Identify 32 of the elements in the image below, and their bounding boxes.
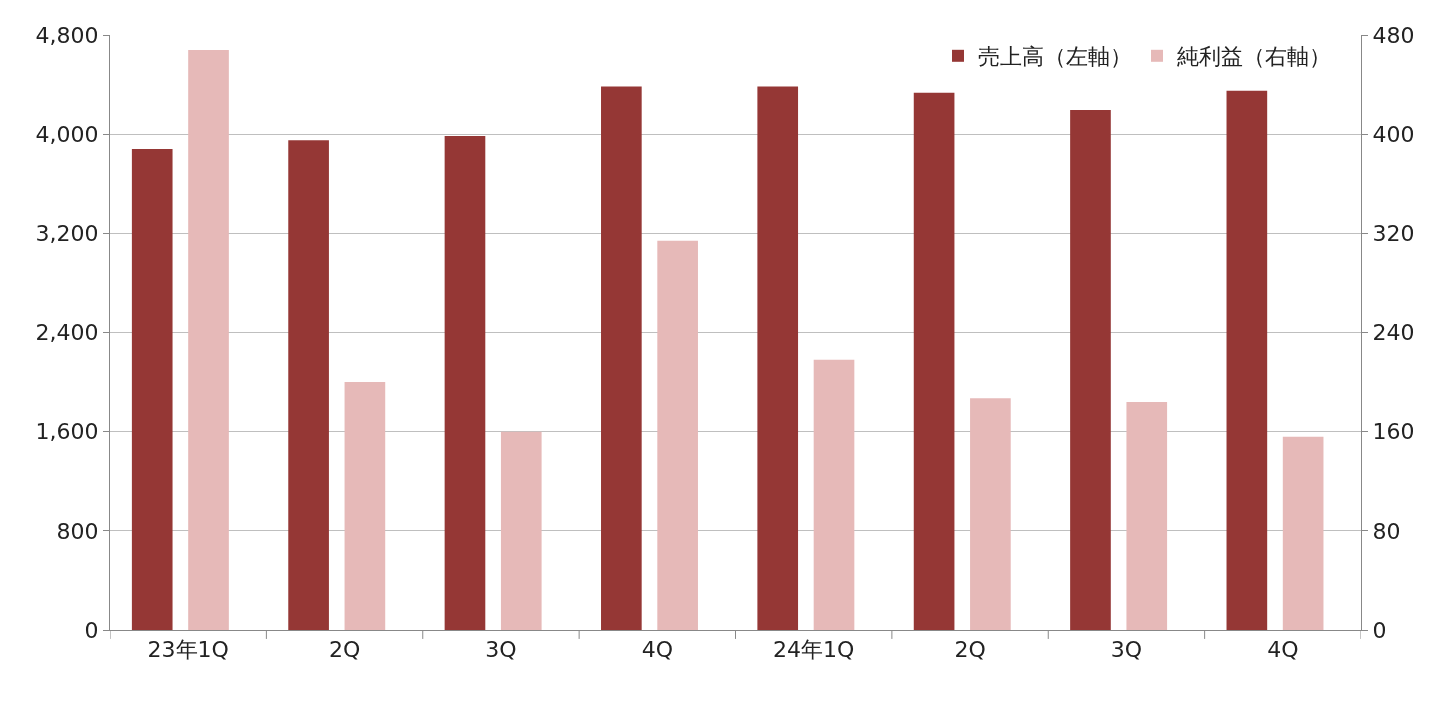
x-tick-label: 2Q: [328, 637, 361, 663]
bar: [188, 49, 229, 630]
y-tick-label: 4,800: [35, 22, 99, 48]
bar: [970, 398, 1011, 630]
y2-tick-label: 0: [1372, 617, 1387, 643]
bar: [813, 359, 855, 630]
y2-tick-label: 320: [1372, 221, 1415, 247]
x-tick-label: 24年1Q: [773, 637, 855, 663]
y-tick-label: 0: [84, 617, 99, 643]
y-tick-label: 3,200: [35, 221, 99, 247]
y-tick-label: 4,000: [35, 121, 99, 147]
bar: [1126, 401, 1168, 630]
y2-tick-label: 400: [1372, 121, 1415, 147]
y2-tick-label: 240: [1372, 320, 1415, 346]
bar: [657, 240, 698, 630]
y-tick-label: 800: [56, 518, 99, 544]
bar: [344, 382, 386, 630]
y2-tick-label: 480: [1372, 22, 1415, 48]
y2-tick-label: 160: [1372, 419, 1415, 445]
legend-label: 純利益（右軸）: [1176, 44, 1331, 70]
y2-tick-label: 80: [1372, 518, 1401, 544]
x-tick-label: 23年1Q: [147, 637, 229, 663]
y-tick-label: 2,400: [35, 320, 99, 346]
x-tick-label: 3Q: [485, 637, 517, 663]
x-tick-label: 2Q: [954, 637, 986, 663]
bar: [500, 431, 542, 630]
bar: [1282, 436, 1324, 630]
x-tick-label: 4Q: [641, 637, 673, 663]
y-tick-label: 1,600: [35, 419, 99, 445]
x-tick-label: 4Q: [1267, 637, 1299, 663]
legend-label: 売上高（左軸）: [977, 44, 1132, 70]
x-tick-label: 3Q: [1110, 637, 1143, 663]
